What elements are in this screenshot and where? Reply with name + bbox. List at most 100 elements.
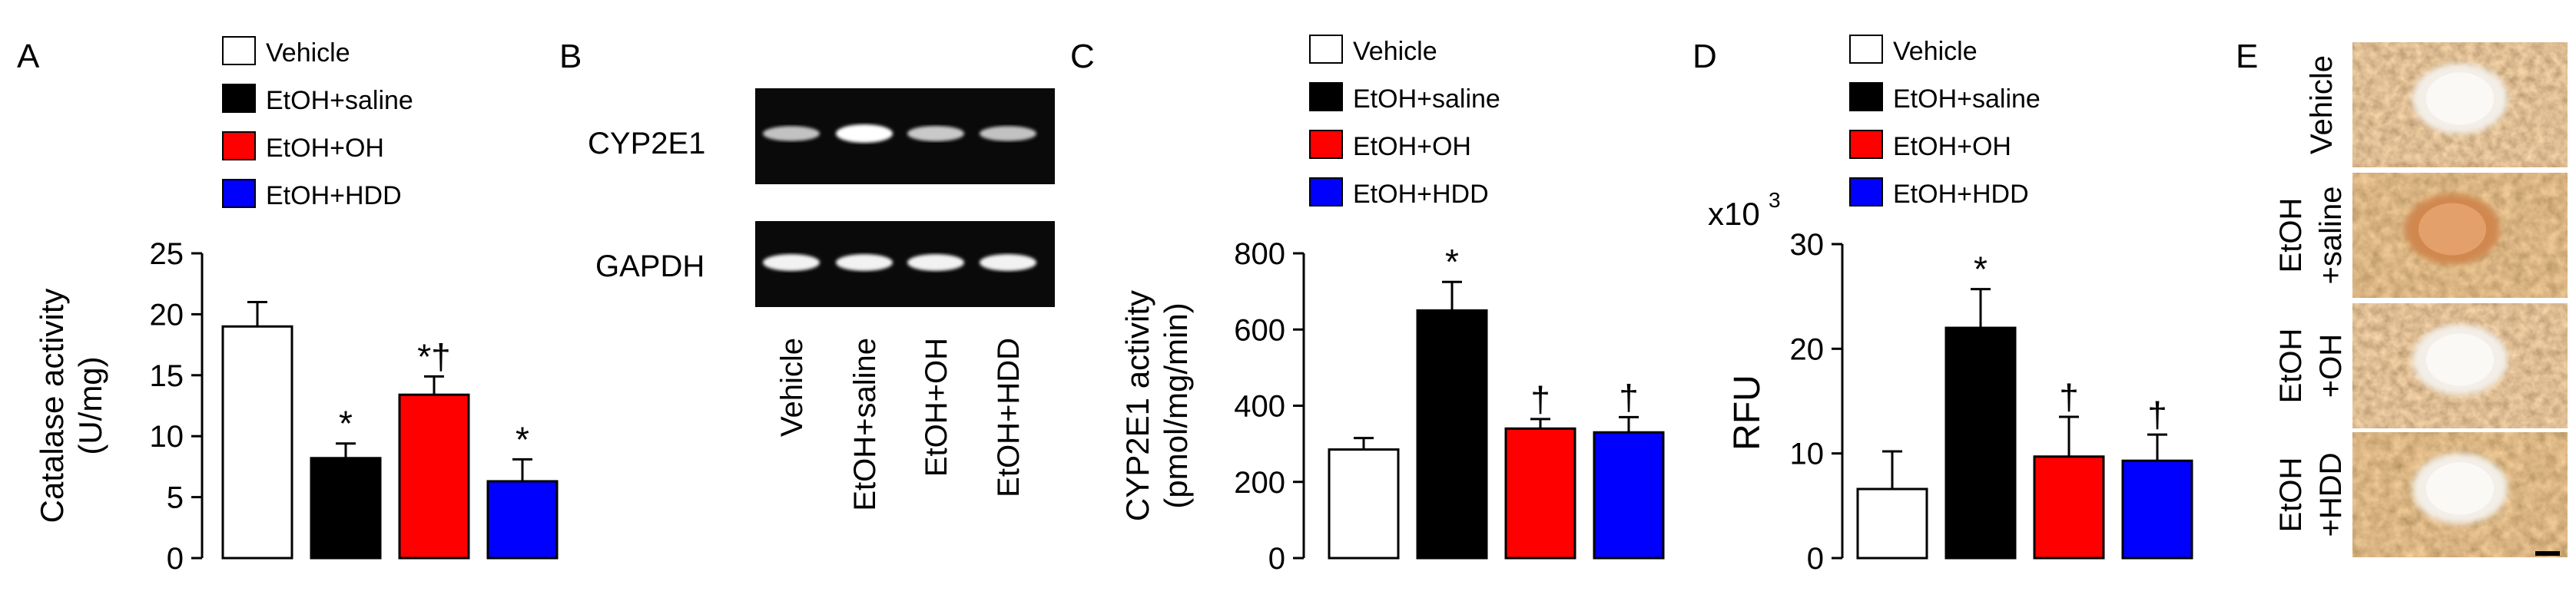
blot-bands: [763, 124, 1036, 271]
bar: [1416, 309, 1488, 560]
legend-label: Vehicle: [1353, 37, 1437, 66]
legend-swatch: [222, 131, 256, 160]
vein-lumen: [2419, 203, 2486, 256]
bar: [221, 325, 293, 560]
blot-band: [763, 126, 820, 141]
legend-label: EtOH+HDD: [266, 181, 402, 210]
histology-image: [2352, 303, 2568, 428]
bar: [1504, 427, 1576, 560]
significance-marker: *: [1445, 242, 1459, 282]
vein-lumen: [2426, 333, 2494, 386]
histology-row-label: Vehicle: [2305, 55, 2339, 154]
legend-swatch: [1309, 82, 1343, 111]
legend-label: EtOH+saline: [266, 86, 413, 115]
y-tick-label: 0: [167, 542, 184, 576]
legend-swatch: [222, 36, 256, 65]
y-axis-scale-exponent: 3: [1769, 188, 1781, 212]
legend-label: EtOH+HDD: [1893, 180, 2029, 209]
significance-marker: *: [516, 419, 529, 459]
legend-label: Vehicle: [1893, 37, 1978, 66]
legend-swatch: [1849, 177, 1883, 206]
vein-lumen: [2426, 462, 2494, 515]
bar: [1328, 448, 1400, 560]
scale-bar: [2535, 551, 2560, 556]
legend-swatch: [1849, 130, 1883, 159]
y-tick-label: 0: [1807, 542, 1824, 576]
chart-rfu: 0 10 20 30 RFU x10 3 * † †: [1708, 188, 2193, 576]
legend-label: EtOH+OH: [1353, 132, 1471, 161]
blot-lane-label: EtOH+OH: [920, 338, 953, 477]
panel-label-d: D: [1692, 38, 1717, 75]
legend-label: Vehicle: [266, 38, 350, 68]
legend-swatch: [222, 84, 256, 113]
legend-swatch: [1849, 35, 1883, 64]
histology-image: [2352, 432, 2568, 557]
legend-swatch: [1849, 82, 1883, 111]
histology-image: [2352, 173, 2568, 298]
blot-lane-labels: Vehicle EtOH+saline EtOH+OH EtOH+HDD: [775, 338, 1026, 511]
y-tick-label: 200: [1234, 466, 1285, 500]
blot-band: [980, 254, 1036, 271]
histology-image: [2352, 42, 2568, 167]
histology-row-label: EtOH: [2274, 198, 2308, 273]
blot-lane-label: EtOH+saline: [848, 338, 882, 511]
y-tick-label: 30: [1790, 228, 1825, 262]
blot-lane-label: Vehicle: [775, 338, 809, 437]
panel-label-a: A: [17, 38, 40, 75]
significance-marker: †: [1530, 379, 1550, 419]
chart-cyp2e1-activity: 0 200 400 600 800 CYP2E1 activity (pmol/mg/min…: [1119, 237, 1665, 576]
bar: [1856, 487, 1928, 560]
histology-row-label: +OH: [2314, 334, 2348, 398]
blot-band: [907, 254, 964, 271]
y-tick-label: 400: [1234, 390, 1285, 424]
panel-label-e: E: [2236, 38, 2258, 75]
blot-panel: CYP2E1 GAPDH Vehicle EtOH+saline EtOH+OH Et…: [588, 88, 1055, 511]
histology-row-label: EtOH: [2274, 329, 2308, 404]
legend-swatch: [1309, 130, 1343, 159]
y-axis-label: CYP2E1 activity: [1119, 290, 1155, 521]
panel-label-c: C: [1070, 38, 1095, 75]
significance-marker: †: [2059, 377, 2079, 417]
legend-swatch: [1309, 35, 1343, 64]
legend-panel-d: Vehicle EtOH+saline EtOH+OH EtOH+HDD: [1849, 35, 2041, 209]
chart-catalase-activity: 0 5 10 15 20 25 Catalase activity (U/mg) * *† *: [34, 237, 559, 576]
y-tick-label: 5: [167, 481, 184, 515]
legend-panel-a: Vehicle EtOH+saline EtOH+OH EtOH+HDD: [222, 36, 413, 210]
legend-label: EtOH+saline: [1893, 84, 2041, 114]
blot-band: [763, 254, 820, 271]
bar: [398, 393, 470, 560]
legend-swatch: [222, 179, 256, 208]
blot-band: [907, 126, 964, 141]
y-tick-label: 800: [1234, 237, 1285, 271]
significance-marker: †: [1619, 377, 1639, 417]
significance-marker: *: [1974, 249, 1988, 289]
significance-marker: *†: [417, 336, 450, 376]
y-tick-label: 20: [1790, 332, 1825, 366]
bar: [1593, 431, 1665, 560]
legend-label: EtOH+saline: [1353, 84, 1500, 114]
y-axis-label: (pmol/mg/min): [1158, 302, 1194, 508]
legend-label: EtOH+OH: [266, 134, 384, 163]
blot-row-label-gapdh: GAPDH: [595, 249, 705, 283]
histology-row-label: +HDD: [2314, 452, 2348, 537]
panel-label-b: B: [559, 38, 582, 75]
histology-row-label: EtOH: [2274, 458, 2308, 533]
y-tick-label: 15: [150, 359, 184, 393]
blot-band: [836, 254, 893, 271]
legend-label: EtOH+HDD: [1353, 180, 1489, 209]
legend-panel-c: Vehicle EtOH+saline EtOH+OH EtOH+HDD: [1309, 35, 1500, 209]
y-tick-label: 20: [150, 298, 184, 332]
vein-lumen: [2426, 72, 2494, 125]
y-tick-label: 0: [1268, 542, 1285, 576]
y-tick-label: 10: [150, 420, 184, 454]
y-axis-label: RFU: [1727, 375, 1768, 451]
significance-marker: *: [339, 404, 353, 444]
y-tick-label: 600: [1234, 313, 1285, 347]
bar: [1944, 326, 2017, 560]
bar: [2121, 459, 2193, 560]
legend-swatch: [1309, 177, 1343, 206]
y-tick-label: 10: [1790, 438, 1825, 471]
blot-band: [980, 126, 1036, 141]
